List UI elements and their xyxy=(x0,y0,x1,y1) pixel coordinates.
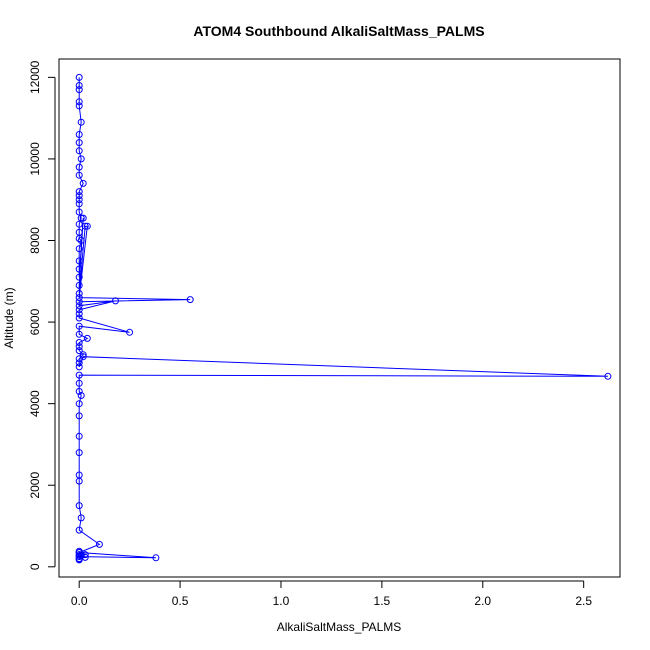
data-point xyxy=(112,297,119,305)
data-point xyxy=(75,306,83,314)
x-axis-label: AlkaliSaltMass_PALMS xyxy=(277,620,402,634)
x-axis: 0.0 0.5 1.0 1.5 2.0 2.5 xyxy=(71,580,592,608)
data-point xyxy=(604,372,612,380)
data-point xyxy=(75,322,83,330)
data-point xyxy=(75,294,83,302)
data-point xyxy=(75,363,83,371)
data-point xyxy=(75,310,83,318)
data-point xyxy=(75,477,83,485)
y-tick-label: 4000 xyxy=(28,390,42,417)
data-point xyxy=(75,290,83,297)
data-point xyxy=(75,547,83,555)
data-point xyxy=(77,155,85,163)
x-tick-label: 0.5 xyxy=(172,594,189,608)
data-point xyxy=(75,379,83,387)
chart-title: ATOM4 Southbound AlkaliSaltMass_PALMS xyxy=(193,23,484,39)
data-point xyxy=(152,554,160,562)
plot-box xyxy=(58,58,621,578)
data-point xyxy=(77,118,85,126)
data-point xyxy=(79,353,87,361)
y-tick-label: 0 xyxy=(28,563,42,570)
y-axis-label: Altitude (m) xyxy=(2,287,16,348)
data-point xyxy=(75,281,83,289)
data-point xyxy=(77,237,85,244)
data-point xyxy=(75,314,83,322)
data-point xyxy=(75,86,83,94)
series-layer xyxy=(75,73,612,564)
data-point xyxy=(75,359,83,367)
data-point xyxy=(75,412,83,420)
data-point xyxy=(75,339,83,346)
data-point xyxy=(75,551,83,559)
data-point xyxy=(75,302,83,310)
data-point xyxy=(75,196,83,204)
data-point xyxy=(75,102,83,110)
y-tick-label: 8000 xyxy=(28,227,42,254)
data-point xyxy=(186,296,194,304)
data-point xyxy=(75,171,83,179)
data-point xyxy=(75,347,83,355)
data-point xyxy=(79,179,87,187)
data-point xyxy=(77,392,85,399)
y-tick-label: 2000 xyxy=(28,472,42,499)
x-tick-label: 1.0 xyxy=(273,594,290,608)
data-point xyxy=(81,222,89,230)
data-point xyxy=(75,188,83,196)
data-point xyxy=(95,540,103,548)
data-point xyxy=(75,343,83,351)
data-point xyxy=(75,257,83,265)
x-tick-label: 1.5 xyxy=(374,594,391,608)
data-point xyxy=(75,235,83,242)
data-point xyxy=(75,387,83,395)
data-point xyxy=(75,265,83,273)
data-point xyxy=(77,214,85,222)
data-point xyxy=(75,449,83,457)
data-point xyxy=(83,222,91,230)
data-point xyxy=(75,220,83,228)
data-point xyxy=(79,214,87,222)
data-point xyxy=(75,526,83,534)
data-point xyxy=(75,273,83,281)
data-point xyxy=(75,192,83,200)
data-point xyxy=(75,298,83,306)
data-point xyxy=(79,351,87,359)
data-point xyxy=(75,330,83,338)
data-point xyxy=(75,82,83,89)
data-point xyxy=(75,163,83,171)
data-point xyxy=(77,514,85,522)
data-point xyxy=(75,200,83,208)
data-point xyxy=(75,432,83,440)
data-point xyxy=(75,555,83,563)
data-point xyxy=(126,328,134,336)
y-tick-label: 10000 xyxy=(28,142,42,176)
data-point xyxy=(75,371,83,379)
x-tick-label: 0.0 xyxy=(71,594,88,608)
x-tick-label: 2.0 xyxy=(474,594,491,608)
y-tick-label: 6000 xyxy=(28,308,42,335)
data-point xyxy=(75,400,83,408)
data-point xyxy=(75,131,83,138)
data-point xyxy=(75,245,83,253)
y-tick-label: 12000 xyxy=(28,60,42,94)
data-point xyxy=(75,502,83,510)
x-tick-label: 2.5 xyxy=(575,594,592,608)
data-point xyxy=(83,334,91,342)
data-point xyxy=(75,147,83,155)
y-axis: 0 2000 4000 6000 8000 10000 12000 xyxy=(28,60,56,570)
data-point xyxy=(75,73,83,81)
data-point xyxy=(75,355,83,363)
data-point xyxy=(75,208,83,216)
data-point xyxy=(75,98,83,106)
data-point xyxy=(75,139,83,147)
